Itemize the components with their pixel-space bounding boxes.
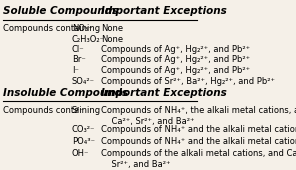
Text: Compounds of Ag⁺, Hg₂²⁺, and Pb²⁺: Compounds of Ag⁺, Hg₂²⁺, and Pb²⁺ xyxy=(101,55,250,64)
Text: S²⁻: S²⁻ xyxy=(72,106,85,115)
Text: Compounds containing: Compounds containing xyxy=(3,24,101,33)
Text: CO₃²⁻: CO₃²⁻ xyxy=(72,125,95,134)
Text: Insoluble Compounds: Insoluble Compounds xyxy=(3,88,128,98)
Text: C₂H₃O₂⁻: C₂H₃O₂⁻ xyxy=(72,35,105,44)
Text: NO₃⁻: NO₃⁻ xyxy=(72,24,92,33)
Text: Compounds of the alkali metal cations, and Ca²⁺,
    Sr²⁺, and Ba²⁺: Compounds of the alkali metal cations, a… xyxy=(101,149,296,169)
Text: SO₄²⁻: SO₄²⁻ xyxy=(72,77,95,86)
Text: Compounds of NH₄⁺ and the alkali metal cations: Compounds of NH₄⁺ and the alkali metal c… xyxy=(101,137,296,146)
Text: PO₄³⁻: PO₄³⁻ xyxy=(72,137,95,146)
Text: Compounds of NH₄⁺, the alkali metal cations, and
    Ca²⁺, Sr²⁺, and Ba²⁺: Compounds of NH₄⁺, the alkali metal cati… xyxy=(101,106,296,126)
Text: OH⁻: OH⁻ xyxy=(72,149,89,158)
Text: Cl⁻: Cl⁻ xyxy=(72,45,84,54)
Text: Important Exceptions: Important Exceptions xyxy=(101,6,227,16)
Text: Important Exceptions: Important Exceptions xyxy=(101,88,227,98)
Text: Br⁻: Br⁻ xyxy=(72,55,85,64)
Text: Compounds of NH₄⁺ and the alkali metal cations: Compounds of NH₄⁺ and the alkali metal c… xyxy=(101,125,296,134)
Text: None: None xyxy=(101,24,123,33)
Text: Compounds containing: Compounds containing xyxy=(3,106,101,115)
Text: Soluble Compounds: Soluble Compounds xyxy=(3,6,119,16)
Text: Compounds of Sr²⁺, Ba²⁺, Hg₂²⁺, and Pb²⁺: Compounds of Sr²⁺, Ba²⁺, Hg₂²⁺, and Pb²⁺ xyxy=(101,77,275,86)
Text: Compounds of Ag⁺, Hg₂²⁺, and Pb²⁺: Compounds of Ag⁺, Hg₂²⁺, and Pb²⁺ xyxy=(101,45,250,54)
Text: None: None xyxy=(101,35,123,44)
Text: Compounds of Ag⁺, Hg₂²⁺, and Pb²⁺: Compounds of Ag⁺, Hg₂²⁺, and Pb²⁺ xyxy=(101,66,250,75)
Text: I⁻: I⁻ xyxy=(72,66,78,75)
